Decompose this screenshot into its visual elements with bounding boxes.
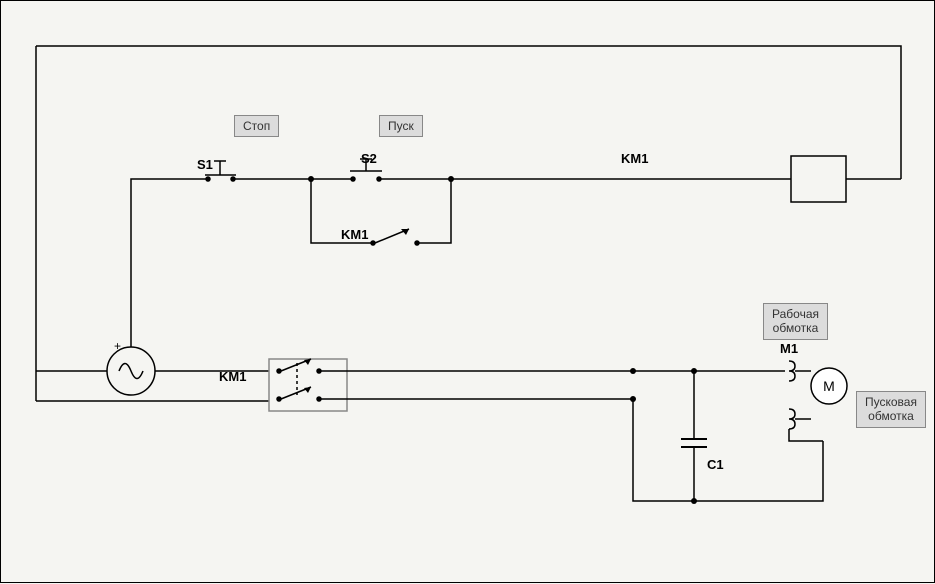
run-winding-line2: обмотка [773, 321, 819, 335]
circuit-canvas: + [0, 0, 935, 583]
junction-c1-top [630, 368, 636, 374]
aux-left-dot [371, 241, 375, 245]
label-km1-left: KM1 [219, 369, 246, 384]
aux-right-dot [415, 241, 419, 245]
km1p2-l [277, 397, 281, 401]
motor-letter: M [823, 378, 835, 394]
label-m1: M1 [780, 341, 798, 356]
junction-c1-bottom [691, 498, 697, 504]
run-winding [789, 361, 795, 381]
start-winding-line2: обмотка [868, 409, 914, 423]
km1p1-r [317, 369, 321, 373]
km1p1-l [277, 369, 281, 373]
s2-right-dot [377, 177, 381, 181]
s2-left-dot [351, 177, 355, 181]
junction-c1-tap [691, 368, 697, 374]
s1-left-dot [206, 177, 210, 181]
km1-main-box [269, 359, 347, 411]
plus-label: + [114, 339, 121, 353]
circuit-svg: + [1, 1, 935, 584]
start-winding [789, 409, 795, 429]
km1-coil [791, 156, 846, 202]
km1p2-r [317, 397, 321, 401]
run-winding-line1: Рабочая [772, 307, 819, 321]
wire-source-up [131, 179, 196, 347]
label-km1-top: KM1 [621, 151, 648, 166]
start-button-label: Пуск [379, 115, 423, 137]
label-km1-mid: KM1 [341, 227, 368, 242]
label-c1: C1 [707, 457, 724, 472]
start-winding-line1: Пусковая [865, 395, 917, 409]
wire-aux-right [419, 179, 451, 243]
s1-right-dot [231, 177, 235, 181]
start-winding-label: Пусковая обмотка [856, 391, 926, 428]
run-winding-label: Рабочая обмотка [763, 303, 828, 340]
wire-start-bottom [789, 429, 823, 441]
ac-source-wave [119, 364, 143, 379]
label-s1: S1 [197, 157, 213, 172]
wire-outer-top-right [36, 46, 901, 179]
stop-button-label: Стоп [234, 115, 279, 137]
label-s2: S2 [361, 151, 377, 166]
